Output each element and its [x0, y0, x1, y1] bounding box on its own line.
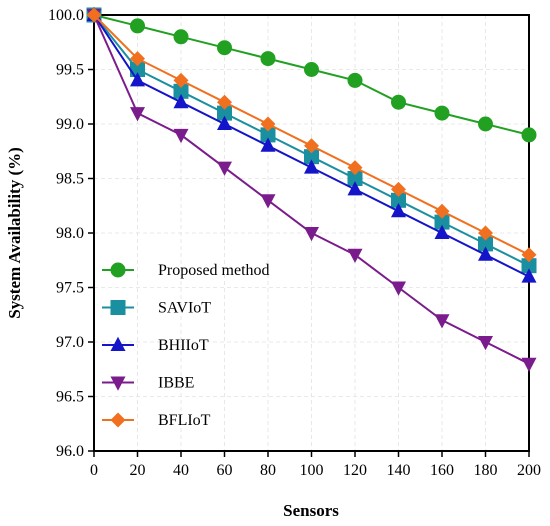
data-point — [304, 62, 319, 77]
data-point — [217, 161, 232, 176]
legend-label: BHIIoT — [158, 337, 209, 354]
x-tick-label: 20 — [130, 462, 146, 479]
data-point — [173, 128, 189, 144]
legend-entry: SAVIoT — [102, 300, 211, 317]
data-point — [347, 171, 363, 186]
y-tick-label: 98.0 — [56, 225, 84, 242]
data-point — [434, 314, 450, 329]
data-point — [521, 357, 537, 373]
x-tick-label: 0 — [90, 462, 98, 479]
data-point — [110, 412, 126, 428]
y-tick-label: 96.5 — [56, 389, 84, 406]
y-tick-label: 97.5 — [56, 280, 84, 297]
axes — [88, 14, 530, 457]
series-bfliot — [86, 7, 537, 263]
data-point — [260, 127, 276, 143]
data-point — [347, 72, 363, 88]
data-point — [217, 40, 232, 56]
data-point — [478, 225, 493, 241]
x-tick-label: 100 — [300, 462, 324, 479]
data-point — [391, 94, 406, 110]
series-bhiiot — [86, 6, 537, 283]
x-tick-label: 200 — [517, 462, 541, 479]
data-point — [434, 105, 450, 121]
data-point — [217, 115, 232, 130]
data-point — [347, 181, 363, 196]
data-point — [347, 248, 363, 264]
data-point — [110, 376, 126, 391]
data-point — [217, 94, 232, 110]
legend-label: BFLIoT — [158, 412, 211, 429]
data-point — [391, 202, 406, 218]
y-tick-label: 99.0 — [56, 116, 84, 133]
x-tick-label: 80 — [260, 462, 276, 479]
data-point — [478, 236, 493, 252]
y-tick-label: 96.0 — [56, 443, 84, 460]
series-lines — [86, 6, 537, 373]
data-point — [521, 258, 537, 274]
legend-entry: Proposed method — [102, 262, 270, 279]
legend-label: Proposed method — [158, 262, 270, 279]
data-point — [434, 214, 450, 230]
data-point — [110, 336, 126, 351]
y-tick-label: 99.5 — [56, 62, 84, 79]
legend-entry: BFLIoT — [102, 412, 211, 429]
data-point — [130, 51, 145, 67]
data-point — [130, 18, 145, 34]
data-point — [304, 227, 319, 242]
data-point — [478, 336, 493, 351]
data-point — [110, 262, 126, 278]
data-point — [478, 246, 493, 261]
data-point — [347, 160, 363, 176]
legend-label: SAVIoT — [158, 300, 211, 317]
data-point — [217, 105, 232, 121]
data-point — [130, 72, 145, 87]
data-point — [173, 72, 189, 88]
data-point — [260, 51, 276, 67]
data-point — [521, 268, 537, 283]
data-point — [304, 138, 319, 154]
data-point — [478, 116, 493, 132]
legend: Proposed method SAVIoT BHIIoT IBBE BFLIoT — [102, 262, 270, 429]
data-point — [260, 137, 276, 152]
data-point — [86, 7, 102, 23]
data-point — [521, 127, 537, 143]
data-point — [304, 159, 319, 174]
x-tick-label: 140 — [387, 462, 411, 479]
y-tick-label: 100.0 — [48, 7, 84, 24]
x-tick-label: 60 — [217, 462, 233, 479]
data-point — [391, 181, 406, 197]
data-point — [173, 29, 189, 45]
tick-labels: 0 20 40 60 80 100 120 140 160 180 200 96.0 96.5 97.0 9… — [48, 7, 541, 479]
data-point — [434, 224, 450, 239]
data-point — [130, 107, 145, 122]
data-point — [521, 247, 537, 263]
data-point — [391, 192, 406, 208]
x-tick-label: 120 — [343, 462, 367, 479]
y-tick-label: 98.5 — [56, 171, 84, 188]
y-axis-title: System Availability (%) — [5, 147, 24, 319]
legend-entry: IBBE — [102, 375, 194, 392]
data-point — [391, 281, 406, 296]
x-axis-title: Sensors — [283, 501, 339, 520]
data-point — [173, 93, 189, 109]
data-point — [304, 149, 319, 165]
legend-entry: BHIIoT — [102, 336, 209, 354]
data-point — [434, 203, 450, 219]
x-tick-label: 180 — [474, 462, 498, 479]
y-tick-label: 97.0 — [56, 334, 84, 351]
data-point — [173, 83, 189, 99]
x-tick-label: 160 — [430, 462, 454, 479]
data-point — [260, 116, 276, 132]
data-point — [110, 300, 126, 315]
x-tick-label: 40 — [173, 462, 189, 479]
legend-label: IBBE — [158, 375, 194, 392]
data-point — [260, 194, 276, 209]
